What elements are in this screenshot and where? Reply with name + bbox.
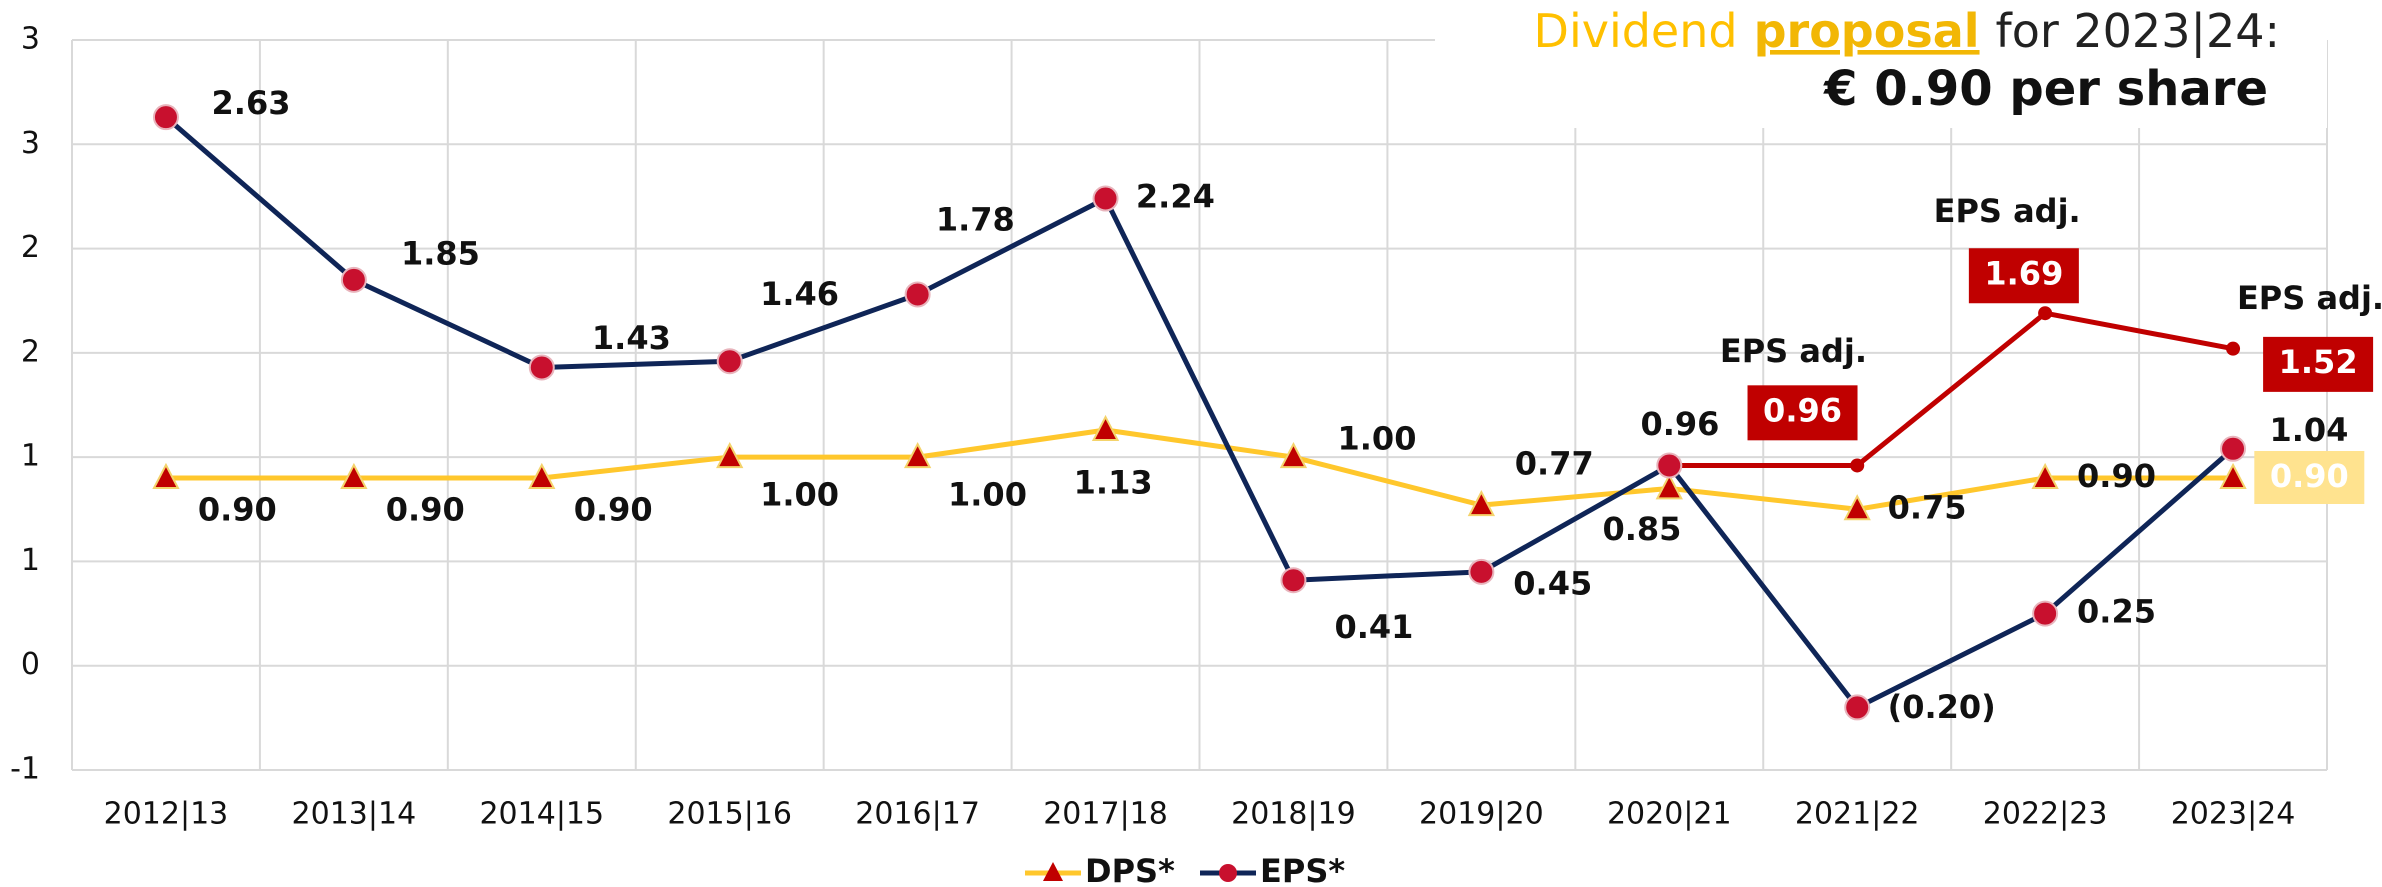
eps-marker: [1844, 694, 1871, 721]
dps-value-label: 0.90: [2077, 457, 2156, 495]
eps-value-label: 2.63: [212, 84, 291, 122]
eps-marker: [716, 348, 743, 375]
dps-value-label: 1.00: [760, 476, 839, 514]
eps-value-label: 0.41: [1334, 608, 1413, 646]
grid: [71, 39, 2328, 771]
title-emphasis: proposal: [1754, 4, 1980, 58]
eps-marker: [152, 104, 179, 131]
eps-value-label: 1.78: [936, 201, 1015, 239]
dps-marker: [1467, 489, 1496, 517]
adj-marker: [2226, 341, 2241, 356]
title-backdrop: [1435, 0, 2327, 128]
series-line: [164, 115, 2235, 710]
eps-marker: [1092, 185, 1119, 212]
dps-value-box: [2254, 451, 2365, 504]
dps-value-label: 0.90: [386, 490, 465, 528]
dps-marker: [1091, 414, 1120, 442]
x-tick-label: 2013|14: [292, 797, 417, 832]
dps-value-label: 0.75: [1888, 488, 1967, 526]
x-tick-label: 2012|13: [104, 797, 229, 832]
x-tick-label: 2020|21: [1607, 797, 1732, 832]
dps-marker: [1843, 494, 1871, 521]
adj-value-box: [1747, 385, 1858, 441]
dps-value-label: 1.00: [948, 476, 1027, 514]
y-tick-label: 2: [21, 230, 40, 265]
x-tick-label: 2019|20: [1419, 797, 1544, 832]
y-tick-label: 0: [21, 647, 40, 682]
title-tail: for 2023|24:: [1996, 4, 2280, 59]
eps-value-label: 0.45: [1513, 565, 1592, 603]
x-tick-label: 2023|24: [2171, 797, 2296, 832]
dps-marker: [1279, 441, 1308, 469]
dps-marker: [528, 462, 556, 489]
annotation: EPS adj.: [1720, 332, 1867, 370]
dps-marker: [1655, 473, 1683, 500]
dps-value-label: 1.13: [1074, 464, 1153, 502]
y-tick-label: 2: [21, 334, 40, 369]
dps-marker: [152, 462, 180, 489]
eps-marker: [1468, 558, 1495, 585]
dps-marker: [903, 441, 932, 469]
dps-marker: [2219, 462, 2247, 489]
eps-value-label: 1.04: [2269, 411, 2348, 449]
eps-value-label: 1.43: [592, 319, 671, 357]
dps-value-label: 0.90: [574, 490, 653, 528]
annotation: EPS adj.: [2237, 279, 2382, 317]
eps-value-label: 0.25: [2077, 593, 2156, 631]
y-tick-label: 3: [21, 126, 40, 161]
legend-marker: [1043, 862, 1063, 881]
adj-marker: [2038, 306, 2053, 321]
adj-value-label: 0.96: [1763, 391, 1842, 429]
dps-value-label: 1.00: [1338, 419, 1417, 457]
series-line: [1669, 310, 2234, 468]
x-tick-label: 2018|19: [1231, 797, 1356, 832]
dps-marker: [716, 441, 744, 469]
legend-label: DPS*: [1085, 852, 1175, 887]
eps-marker: [528, 354, 555, 381]
dps-value-label: 0.90: [2270, 457, 2349, 495]
adj-marker: [1850, 458, 1865, 473]
dps-value-label: 0.90: [198, 490, 277, 528]
eps-marker: [1656, 452, 1683, 479]
dps-value-label: 0.77: [1515, 445, 1594, 483]
eps-marker: [340, 266, 367, 293]
legend-label: EPS*: [1260, 852, 1345, 887]
eps-value-label: 0.96: [1640, 405, 1719, 443]
y-tick-label: 3: [21, 22, 40, 57]
eps-value-label: 1.85: [401, 235, 480, 273]
eps-marker: [1280, 567, 1307, 594]
adj-value-label: 1.52: [2279, 343, 2358, 381]
dps-marker: [2031, 462, 2059, 489]
x-tick-label: 2015|16: [667, 797, 792, 832]
eps-value-label: (0.20): [1888, 688, 1996, 726]
title-lead: Dividend: [1534, 4, 1738, 58]
x-tick-label: 2014|15: [479, 797, 604, 832]
eps-marker: [904, 281, 931, 308]
y-tick-label: 1: [21, 543, 40, 578]
x-tick-label: 2022|23: [1983, 797, 2108, 832]
eps-marker: [2220, 435, 2247, 462]
series-line: [165, 427, 2234, 512]
eps-marker: [2032, 600, 2059, 627]
y-tick-label: -1: [10, 752, 40, 787]
x-tick-label: 2016|17: [855, 797, 980, 832]
chart-title: Dividend proposal for 2023|24:: [1534, 4, 2280, 59]
chart-subtitle: € 0.90 per share: [1823, 61, 2268, 117]
legend-marker: [1219, 864, 1237, 882]
adj-value-box: [1968, 248, 2079, 304]
y-tick-label: 1: [21, 439, 40, 474]
dps-value-label: 0.85: [1602, 510, 1681, 548]
dps-marker: [340, 462, 368, 489]
x-tick-label: 2017|18: [1043, 797, 1168, 832]
x-tick-label: 2021|22: [1795, 797, 1920, 832]
adj-value-box: [2263, 336, 2374, 392]
eps-value-label: 1.46: [760, 275, 839, 313]
adj-value-label: 1.69: [1984, 254, 2063, 292]
annotation: EPS adj.: [1934, 192, 2081, 230]
eps-value-label: 2.24: [1136, 178, 1215, 216]
